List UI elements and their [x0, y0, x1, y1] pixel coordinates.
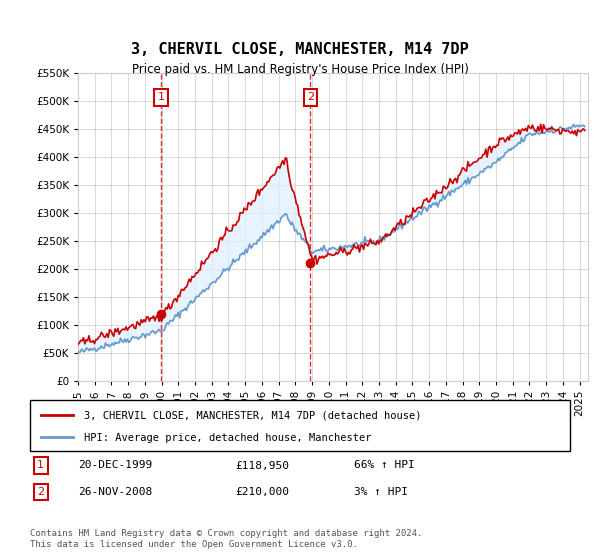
FancyBboxPatch shape [30, 400, 570, 451]
Text: Price paid vs. HM Land Registry's House Price Index (HPI): Price paid vs. HM Land Registry's House … [131, 63, 469, 76]
Text: £118,950: £118,950 [235, 460, 289, 470]
Text: 66% ↑ HPI: 66% ↑ HPI [354, 460, 415, 470]
Text: 26-NOV-2008: 26-NOV-2008 [79, 487, 153, 497]
Text: 3, CHERVIL CLOSE, MANCHESTER, M14 7DP: 3, CHERVIL CLOSE, MANCHESTER, M14 7DP [131, 42, 469, 57]
Text: HPI: Average price, detached house, Manchester: HPI: Average price, detached house, Manc… [84, 433, 371, 443]
Text: £210,000: £210,000 [235, 487, 289, 497]
Text: Contains HM Land Registry data © Crown copyright and database right 2024.
This d: Contains HM Land Registry data © Crown c… [30, 529, 422, 549]
Text: 3, CHERVIL CLOSE, MANCHESTER, M14 7DP (detached house): 3, CHERVIL CLOSE, MANCHESTER, M14 7DP (d… [84, 410, 421, 421]
Text: 20-DEC-1999: 20-DEC-1999 [79, 460, 153, 470]
Text: 1: 1 [158, 92, 164, 102]
Text: 3% ↑ HPI: 3% ↑ HPI [354, 487, 408, 497]
Text: 2: 2 [37, 487, 44, 497]
Text: 1: 1 [37, 460, 44, 470]
Text: 2: 2 [307, 92, 314, 102]
